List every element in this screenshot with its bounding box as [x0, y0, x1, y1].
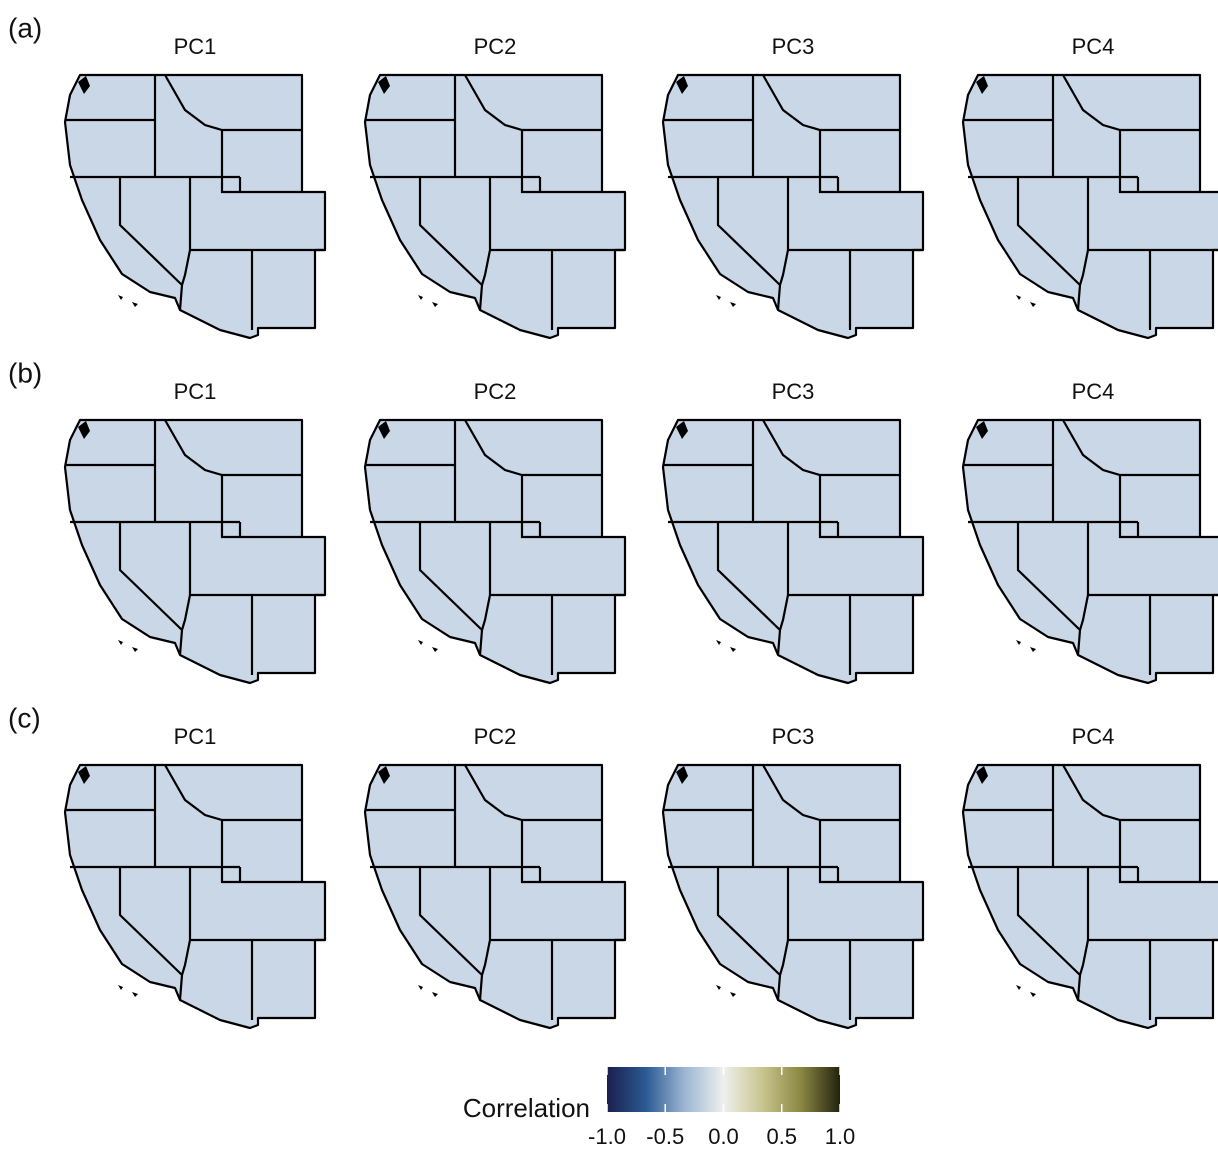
- state-map: [63, 763, 327, 1030]
- state-map: [961, 418, 1218, 685]
- row-label: (a): [8, 12, 42, 43]
- panel-title: PC3: [772, 724, 815, 749]
- panel-title: PC4: [1072, 34, 1115, 59]
- state-map: [363, 73, 627, 340]
- panel-title: PC2: [474, 724, 517, 749]
- state-map: [961, 73, 1218, 340]
- panel-title: PC4: [1072, 379, 1115, 404]
- panel-title: PC4: [1072, 724, 1115, 749]
- legend-title: Correlation: [463, 1093, 590, 1123]
- row-label: (b): [8, 357, 42, 388]
- tick-label: -0.5: [646, 1124, 684, 1149]
- state-map: [363, 418, 627, 685]
- tick-label: -1.0: [588, 1124, 626, 1149]
- state-map: [63, 73, 327, 340]
- state-map: [661, 418, 925, 685]
- state-map: [63, 418, 327, 685]
- state-map: [661, 763, 925, 1030]
- state-map: [961, 763, 1218, 1030]
- panel-title: PC1: [174, 724, 217, 749]
- panel-title: PC3: [772, 379, 815, 404]
- row-label: (c): [8, 702, 41, 733]
- panel-title: PC2: [474, 379, 517, 404]
- tick-label: 0.0: [708, 1124, 739, 1149]
- state-map: [661, 73, 925, 340]
- state-map: [363, 763, 627, 1030]
- tick-label: 0.5: [766, 1124, 797, 1149]
- panel-title: PC3: [772, 34, 815, 59]
- tick-label: 1.0: [825, 1124, 856, 1149]
- panel-title: PC1: [174, 34, 217, 59]
- panel-title: PC2: [474, 34, 517, 59]
- panel-title: PC1: [174, 379, 217, 404]
